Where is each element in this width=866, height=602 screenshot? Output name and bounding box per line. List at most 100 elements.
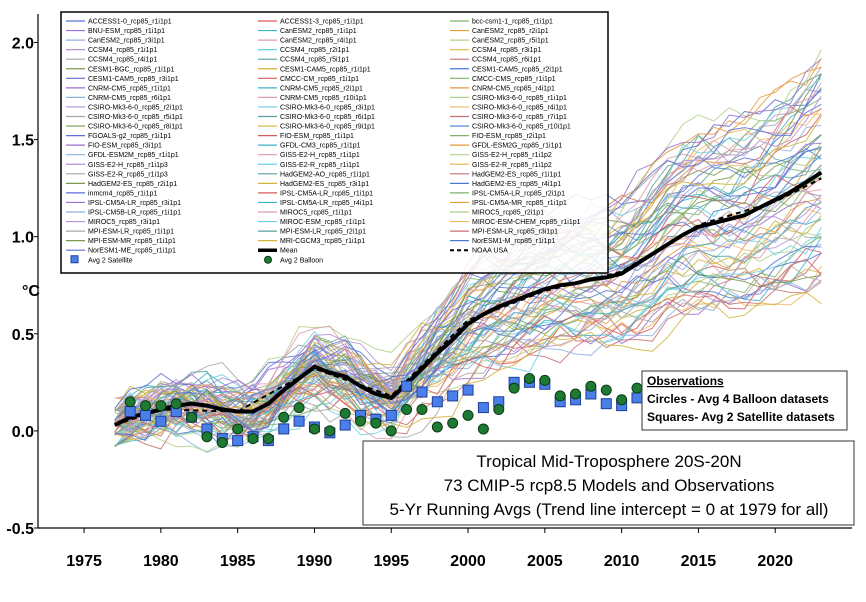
legend-label: CSIRO-Mk3-6-0_rcp85_r1i1p1 [472,95,567,102]
legend-label: IPSL-CM5A-MR_rcp85_r1i1p1 [472,200,567,207]
observations-line-circles: Circles - Avg 4 Balloon datasets [647,392,829,406]
balloon-point [155,400,167,412]
legend-label: CESM1-BGC_rcp85_r1i1p1 [88,66,174,73]
legend-label: CCSM4_rcp85_r6i1p1 [472,57,541,64]
satellite-point [293,415,305,427]
x-tick-label: 2020 [757,553,793,570]
title-line-1: Tropical Mid-Troposphere 20S-20N [476,452,741,471]
legend-label: FIO-ESM_rcp85_r1i1p1 [280,133,354,140]
legend-noaa-label: NOAA USA [472,248,508,255]
legend-label: GISS-E2-R_rcp85_r1i1p1 [280,162,360,169]
balloon-point [339,407,351,419]
balloon-point [493,404,505,416]
legend-label: HadGEM2-AO_rcp85_r1i1p1 [280,171,370,178]
balloon-point [355,415,367,427]
model-run-line [114,272,822,437]
satellite-point [401,380,413,392]
model-run-line [114,90,822,433]
model-run-line [114,232,822,436]
legend-label: IPSL-CM5B-LR_rcp85_r1i1p1 [88,210,181,217]
legend-label: CanESM2_rcp85_r5i1p1 [472,38,549,45]
satellite-point [155,415,167,427]
satellite-point [140,409,152,421]
satellite-point [477,402,489,414]
noaa-dashed-line [114,177,822,427]
legend-label: MIROC-ESM_rcp85_r1i1p1 [280,219,366,226]
legend-label: CSIRO-Mk3-6-0_rcp85_r6i1p1 [280,114,375,121]
legend-balloon-swatch [264,255,272,264]
legend-label: MIROC-ESM-CHEM_rcp85_r1i1p1 [472,219,581,226]
legend-label: CanESM2_rcp85_r4i1p1 [280,38,357,45]
balloon-point [462,409,474,421]
x-tick-label: 1980 [143,553,179,570]
legend-label: CCSM4_rcp85_r5i1p1 [280,57,349,64]
y-tick-label: 2.0 [12,35,34,52]
legend-label: CSIRO-Mk3-6-0_rcp85_r3i1p1 [280,104,375,111]
observations-box: Observations Circles - Avg 4 Balloon dat… [641,370,848,431]
legend-label: CNRM-CM5_rcp85_r4i1p1 [472,85,555,92]
title-box: Tropical Mid-Troposphere 20S-20N 73 CMIP… [362,440,855,526]
legend-label: HadGEM2-ES_rcp85_r3i1p1 [280,181,369,188]
legend-label: GISS-E2-R_rcp85_r1i1p2 [472,162,552,169]
x-tick-label: 2015 [681,553,717,570]
legend-label: NorESM1-M_rcp85_r1i1p1 [472,238,555,245]
balloon-point [554,390,566,402]
model-run-line [114,280,822,413]
legend-label: CNRM-CM5_rcp85_r10i1p1 [280,95,367,102]
legend-label: CSIRO-Mk3-6-0_rcp85_r10i1p1 [472,124,571,131]
y-axis-label: °C [22,283,40,300]
x-tick-label: 2005 [527,553,563,570]
balloon-point [431,421,443,433]
mean-line [113,170,823,427]
legend-label: FIO-ESM_rcp85_r3i1p1 [88,143,162,150]
legend-label: CSIRO-Mk3-6-0_rcp85_r2i1p1 [88,104,183,111]
balloon-point [216,437,228,449]
y-tick-label: 0.0 [12,424,34,441]
legend-label: CanESM2_rcp85_r2i1p1 [472,28,549,35]
satellite-point [278,423,290,435]
x-tick-label: 2000 [450,553,486,570]
legend-label: CCSM4_rcp85_r4i1p1 [88,57,157,64]
balloon-point [631,382,643,394]
legend-label: NorESM1-ME_rcp85_r1i1p1 [88,248,176,255]
y-tick-label: 1.0 [12,230,34,247]
title-box-frame [362,440,855,526]
balloon-point [585,380,597,392]
legend-frame [60,11,609,274]
balloon-point [401,404,413,416]
legend-label: CESM1-CAM5_rcp85_r2i1p1 [472,66,563,73]
model-run-line [114,202,822,424]
legend-label: CMCC-CM_rcp85_r1i1p1 [280,76,359,83]
legend-label: inmcm4_rcp85_r1i1p1 [88,190,157,197]
legend-label: GISS-E2-R_rcp85_r1i1p3 [88,171,168,178]
x-tick-label: 2010 [604,553,640,570]
legend-label: CMCC-CMS_rcp85_r1i1p1 [472,76,556,83]
legend-label: CNRM-CM5_rcp85_r2i1p1 [280,85,363,92]
balloon-point [247,433,259,445]
legend-label: CCSM4_rcp85_r3i1p1 [472,47,541,54]
legend-label: BNU-ESM_rcp85_r1i1p1 [88,28,165,35]
balloon-point [447,417,459,429]
balloon-point [600,384,612,396]
satellite-point [385,409,397,421]
satellite-point [232,435,244,447]
model-run-line [114,146,822,421]
x-tick-label: 1985 [220,553,256,570]
model-run-line [114,188,822,440]
legend-label: CCSM4_rcp85_r1i1p1 [88,47,157,54]
balloon-point [170,398,182,410]
title-line-2: 73 CMIP-5 rcp8.5 Models and Observations [444,476,775,495]
balloon-point [124,396,136,408]
x-tick-label: 1975 [66,553,102,570]
legend-label: MPI-ESM-LR_rcp85_r2i1p1 [280,229,366,236]
balloon-point [385,425,397,437]
legend-label: MIROC5_rcp85_r2i1p1 [472,210,544,217]
model-run-line [114,218,822,436]
legend-label: CESM1-CAM5_rcp85_r1i1p1 [280,66,371,73]
legend-label: GISS-E2-H_rcp85_r1i1p1 [280,152,360,159]
balloon-point [416,404,428,416]
satellite-point [416,386,428,398]
legend-label: CanESM2_rcp85_r1i1p1 [280,28,357,35]
balloon-point [508,382,520,394]
legend-label: HadGEM2-ES_rcp85_r1i1p1 [472,171,561,178]
